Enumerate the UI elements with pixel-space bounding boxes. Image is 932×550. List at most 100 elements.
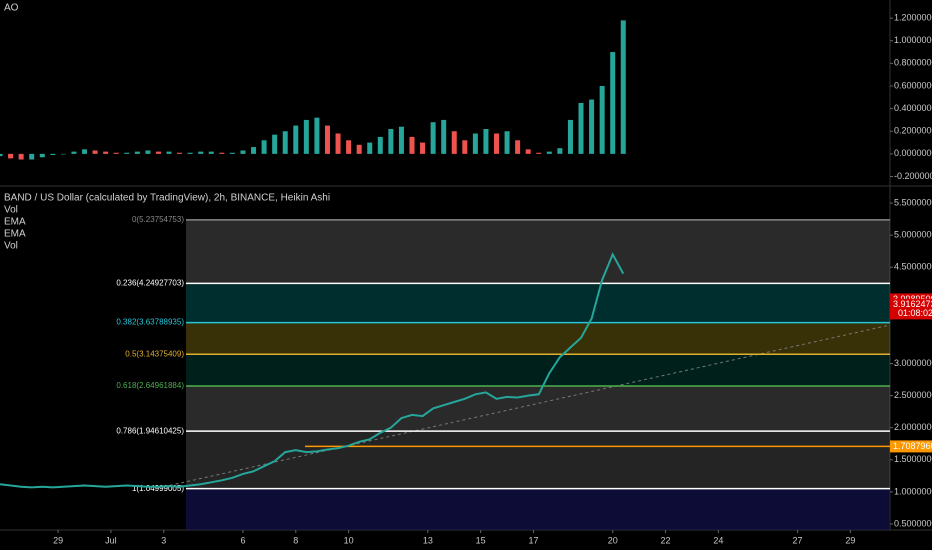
ao-bar <box>124 152 130 154</box>
ao-bar <box>367 142 373 154</box>
x-tick-label: 8 <box>293 535 298 545</box>
ao-bar <box>272 134 278 154</box>
ao-bar <box>472 133 478 154</box>
x-tick-label: 29 <box>845 535 855 545</box>
ao-bar <box>18 153 24 160</box>
ao-bar <box>536 152 542 154</box>
ao-bar <box>462 140 468 154</box>
ao-bar <box>388 128 394 154</box>
y-tick-label: 1.20000000 <box>894 12 932 22</box>
ao-bar <box>50 153 56 155</box>
fib-label: 0.382(3.63788935) <box>116 318 184 327</box>
fib-label: 1(1.04999005) <box>132 484 184 493</box>
ao-bar <box>567 119 573 154</box>
ao-bar <box>39 153 45 158</box>
ao-bar <box>546 151 552 154</box>
ao-bar <box>451 131 457 154</box>
y-tick-label: -0.20000000 <box>894 171 932 181</box>
ao-bar <box>346 140 352 154</box>
y-tick-label: 0.50000000 <box>894 518 932 528</box>
ao-bar <box>420 142 426 154</box>
ao-bar <box>219 152 225 154</box>
ao-bar <box>293 125 299 154</box>
ao-bar <box>82 149 88 154</box>
ao-bar <box>398 126 404 154</box>
ao-bar <box>251 147 257 154</box>
fib-label: 0.5(3.14375409) <box>125 349 184 358</box>
x-tick-label: 3 <box>161 535 166 545</box>
y-tick-label: 0.40000000 <box>894 103 932 113</box>
y-tick-label: 5.00000000 <box>894 230 932 240</box>
y-tick-label: 1.00000000 <box>894 35 932 45</box>
ao-bar <box>483 128 489 154</box>
price-line <box>0 252 625 489</box>
ao-bar <box>134 151 140 154</box>
y-tick-label: 0.20000000 <box>894 126 932 136</box>
x-tick-label: 29 <box>53 535 63 545</box>
x-tick-label: 22 <box>661 535 671 545</box>
fib-band <box>186 488 890 530</box>
y-tick-label: 2.50000000 <box>894 390 932 400</box>
price-marker-label: 3.91624739 <box>893 299 932 309</box>
symbol-legend: BAND / US Dollar (calculated by TradingV… <box>4 193 330 204</box>
ao-bar <box>240 150 246 154</box>
ao-bar <box>229 152 235 154</box>
ao-bar <box>430 122 436 154</box>
ao-bar <box>155 151 161 154</box>
x-tick-label: 24 <box>713 535 723 545</box>
ao-bar <box>187 152 193 154</box>
price-marker-label: 1.70879605 <box>893 441 932 451</box>
ao-bar <box>60 153 66 155</box>
y-tick-label: 1.50000000 <box>894 454 932 464</box>
fib-band <box>186 322 890 355</box>
ao-bar <box>145 150 151 154</box>
ao-bar <box>335 133 341 154</box>
ao-bar <box>314 117 320 154</box>
countdown-box <box>890 307 932 320</box>
ao-bar <box>177 152 183 154</box>
ao-bar <box>409 136 415 154</box>
ao-bar <box>103 151 109 154</box>
fib-label: 0.236(4.24927703) <box>116 278 184 287</box>
y-tick-label: 5.50000000 <box>894 197 932 207</box>
ao-bar <box>589 99 595 154</box>
ao-bar <box>493 133 499 154</box>
ao-bar <box>610 52 616 154</box>
price-marker <box>890 440 932 453</box>
ao-bar <box>113 152 119 154</box>
fib-band <box>186 283 890 323</box>
ao-bar <box>71 151 77 154</box>
ao-bar <box>261 140 267 154</box>
ao-bar <box>599 85 605 154</box>
y-tick-label: 3.00000000 <box>894 358 932 368</box>
ao-bar <box>356 144 362 154</box>
ao-bar <box>324 125 330 154</box>
x-tick-label: 10 <box>344 535 354 545</box>
fib-band <box>186 386 890 432</box>
x-tick-label: 6 <box>240 535 245 545</box>
x-tick-label: 20 <box>608 535 618 545</box>
ao-bar <box>29 153 35 160</box>
ao-bar <box>198 151 204 154</box>
x-tick-label: Jul <box>105 535 117 545</box>
ao-legend: AO <box>4 3 19 14</box>
ao-bar <box>208 151 214 154</box>
fib-label: 0.618(2.64961884) <box>116 381 184 390</box>
x-tick-label: 15 <box>476 535 486 545</box>
y-tick-label: 1.00000000 <box>894 486 932 496</box>
fib-band <box>186 431 890 489</box>
study-legend: EMA <box>4 229 26 240</box>
x-tick-label: 27 <box>793 535 803 545</box>
y-tick-label: 2.00000000 <box>894 422 932 432</box>
x-tick-label: 13 <box>423 535 433 545</box>
ao-bar <box>515 140 521 154</box>
ao-bar <box>441 119 447 154</box>
y-tick-label: 4.50000000 <box>894 262 932 272</box>
ao-bar <box>620 20 626 154</box>
ao-bar <box>578 102 584 154</box>
ao-bar <box>525 149 531 154</box>
study-legend: EMA <box>4 217 26 228</box>
x-tick-label: 17 <box>528 535 538 545</box>
y-tick-label: 0.00000000 <box>894 148 932 158</box>
